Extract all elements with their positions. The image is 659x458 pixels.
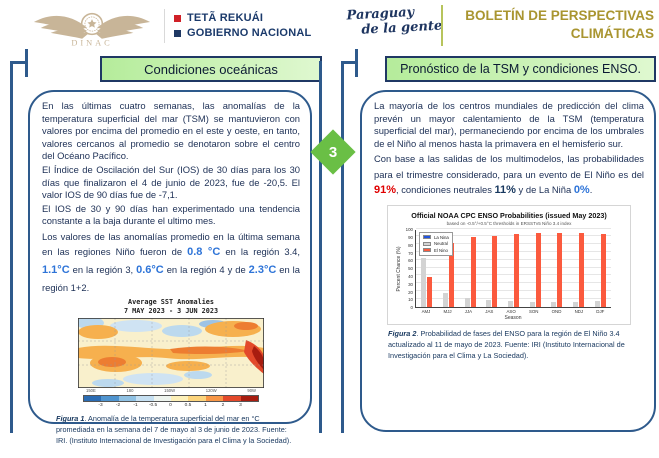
chart-ylabel-wrap: Percent Chance (%) <box>392 230 402 308</box>
bar-el-nino <box>448 242 454 307</box>
paraguay-de-la-gente-logo: Paraguay de la gente <box>346 5 442 40</box>
section-title-oceanic-conditions: Condiciones oceánicas <box>100 56 322 82</box>
red-square-icon <box>174 14 181 22</box>
bar-el-nino <box>470 237 476 307</box>
colorbar-tick-labels: -3 -2 -1 -0.5 0 0.5 1 2 3 <box>98 403 242 409</box>
bar-el-nino <box>427 277 433 307</box>
section-title-tsm-enso-forecast: Pronóstico de la TSM y condiciones ENSO. <box>385 56 656 82</box>
left-bracket-vertical <box>10 61 13 433</box>
gov-text-1: TETÃ REKUÁI <box>187 12 264 24</box>
bar-el-nino <box>535 233 541 307</box>
bar-neutral <box>529 301 535 307</box>
bar-group-SON <box>529 233 541 307</box>
paragraph-ios-30: El Índice de Oscilación del Sur (IOS) de… <box>42 163 300 201</box>
figure-1-caption-text: . Anomalía de la temperatura superficial… <box>56 414 292 446</box>
enso-forecast-panel: La mayoría de los centros mundiales de p… <box>360 90 656 432</box>
bar-group-JJA <box>464 237 476 307</box>
chart-plot-row: Percent Chance (%) 0 10 20 30 40 50 60 70 80 90 10… <box>392 227 626 311</box>
oceanic-conditions-text: En las últimas cuatro semanas, las anoma… <box>42 100 300 295</box>
paragraph-nino-regions: Los valores de las anomalías promedio en… <box>42 230 300 293</box>
map-longitude-ticks: 150E 180 150W 120W 90W <box>86 388 256 394</box>
blue-square-icon <box>174 29 181 37</box>
gov-line-1: TETÃ REKUÁI <box>174 12 311 24</box>
chart-yaxis: 0 10 20 30 40 50 60 70 80 90 100 <box>405 227 413 311</box>
bar-group-DJF <box>594 234 606 307</box>
bar-group-MJJ <box>442 242 454 307</box>
figure-2-label: Figura 2 <box>388 328 417 338</box>
bar-neutral <box>421 258 427 307</box>
bar-group-AMJ <box>421 258 433 307</box>
figure-1-label: Figura 1 <box>56 414 85 424</box>
left-panel-right-line <box>319 61 322 433</box>
figure-2: Official NOAA CPC ENSO Probabilities (is… <box>387 204 631 325</box>
bar-el-nino <box>492 235 498 307</box>
chart-bars <box>416 230 611 307</box>
bar-el-nino <box>557 233 563 307</box>
bulletin-title-line-2: CLIMÁTICAS <box>570 26 654 42</box>
paragraph-sst-anomalies: En las últimas cuatro semanas, las anoma… <box>42 100 300 162</box>
paragraph-tsm-forecast: La mayoría de los centros mundiales de p… <box>374 100 644 149</box>
chart-plot-area: La Nina Neutral El Nino <box>415 227 611 308</box>
paragraph-ios-trend: El IOS de 30 y 90 días han experimentado… <box>42 202 300 227</box>
figure-2-caption: Figura 2. Probabilidad de fases del ENSO… <box>374 329 644 362</box>
bar-group-JAS <box>486 235 498 307</box>
chart-xtick-labels: AMJ MJJ JJA JAS ASO SON OND NDJ DJF <box>421 308 605 314</box>
bar-el-nino <box>600 234 606 307</box>
bar-neutral <box>486 299 492 307</box>
page-number-diamond: 3 <box>310 129 356 175</box>
government-brand: TETÃ REKUÁI GOBIERNO NACIONAL <box>174 12 311 42</box>
map-title: Average SST Anomalies 7 MAY 2023 - 3 JUN… <box>42 298 300 316</box>
bar-neutral <box>507 301 513 307</box>
header-divider <box>164 9 165 43</box>
right-bracket-vertical <box>341 61 344 433</box>
colorbar-scale <box>83 395 259 403</box>
map-colorbar: -3 -2 -1 -0.5 0 0.5 1 2 3 <box>83 395 259 410</box>
figure-1: Average SST Anomalies 7 MAY 2023 - 3 JUN… <box>42 298 300 447</box>
gov-text-2: GOBIERNO NACIONAL <box>187 27 312 39</box>
map-title-line-2: 7 MAY 2023 - 3 JUN 2023 <box>123 307 219 316</box>
gov-line-2: GOBIERNO NACIONAL <box>174 27 311 39</box>
bulletin-title-line-1: BOLETÍN DE PERSPECTIVAS <box>465 8 654 23</box>
paragraph-probabilities: Con base a las salidas de los multimodel… <box>374 153 644 196</box>
bar-group-OND <box>551 233 563 307</box>
bar-el-nino <box>578 233 584 307</box>
dinac-logo-text: DINAC <box>71 39 112 48</box>
chart-legend: La Nina Neutral El Nino <box>419 231 453 256</box>
bar-neutral <box>594 301 600 307</box>
bar-el-nino <box>513 234 519 307</box>
map-title-line-1: Average SST Anomalies <box>128 298 214 307</box>
bar-neutral <box>551 301 557 307</box>
figure-1-caption: Figura 1. Anomalía de la temperatura sup… <box>42 414 300 447</box>
figure-2-caption-text: . Probabilidad de fases del ENSO para la… <box>388 328 625 360</box>
chart-subtitle: based on -0.5°/+0.5°C thresholds in ERSS… <box>446 220 572 226</box>
bar-neutral <box>464 298 470 307</box>
chart-title: Official NOAA CPC ENSO Probabilities (is… <box>411 210 607 220</box>
dinac-logo: DINAC <box>33 12 151 48</box>
chart-xlabel: Season <box>504 314 522 321</box>
oceanic-conditions-panel: En las últimas cuatro semanas, las anoma… <box>28 90 312 445</box>
page-number: 3 <box>328 143 338 161</box>
bar-neutral <box>572 301 578 307</box>
sst-anomaly-map <box>78 318 264 389</box>
brand-line-2: de la gente <box>360 18 443 38</box>
bar-group-NDJ <box>572 233 584 307</box>
left-bracket-horizontal <box>10 61 27 64</box>
bar-neutral <box>442 292 448 307</box>
bulletin-title: BOLETÍN DE PERSPECTIVAS CLIMÁTICAS <box>450 7 654 43</box>
header-olive-divider <box>441 5 443 46</box>
enso-forecast-text: La mayoría de los centros mundiales de p… <box>374 100 644 200</box>
bar-group-ASO <box>507 234 519 307</box>
right-bracket-horizontal <box>341 61 357 64</box>
